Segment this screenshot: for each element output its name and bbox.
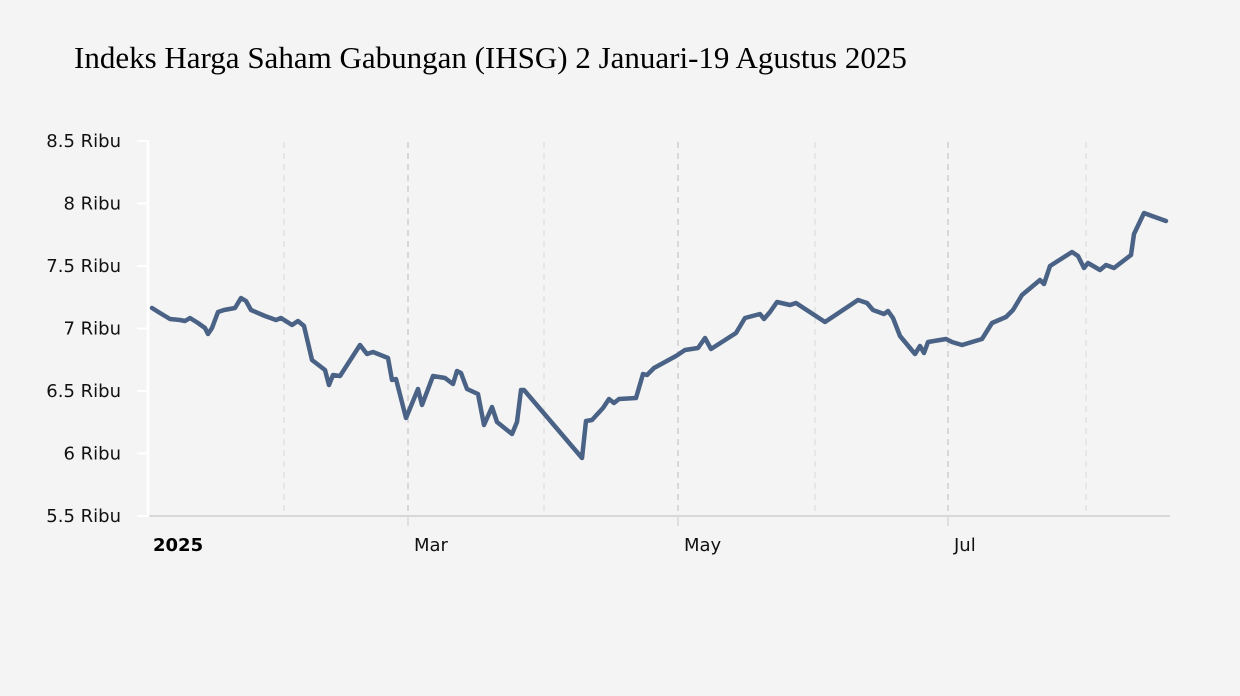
x-axis-ticks: 2025 Mar May Jul <box>153 516 976 556</box>
x-tick-label: May <box>684 535 722 556</box>
x-tick-label: Mar <box>414 535 449 556</box>
y-tick-label: 6 Ribu <box>63 444 121 465</box>
x-tick-label: Jul <box>953 535 976 556</box>
y-tick-label: 7 Ribu <box>63 319 121 340</box>
y-axis-ticks: 5.5 Ribu 6 Ribu 6.5 Ribu 7 Ribu 7.5 Ribu 8 Ri… <box>46 131 148 527</box>
y-tick-label: 8 Ribu <box>63 194 121 215</box>
vertical-gridlines <box>283 142 1087 516</box>
chart-title: Indeks Harga Saham Gabungan (IHSG) 2 Jan… <box>74 40 907 75</box>
y-tick-label: 8.5 Ribu <box>46 131 121 152</box>
y-tick-label: 7.5 Ribu <box>46 256 121 277</box>
x-tick-label: 2025 <box>153 535 203 556</box>
y-tick-label: 6.5 Ribu <box>46 381 121 402</box>
y-tick-label: 5.5 Ribu <box>46 506 121 527</box>
ihsg-series-line <box>149 210 1169 461</box>
